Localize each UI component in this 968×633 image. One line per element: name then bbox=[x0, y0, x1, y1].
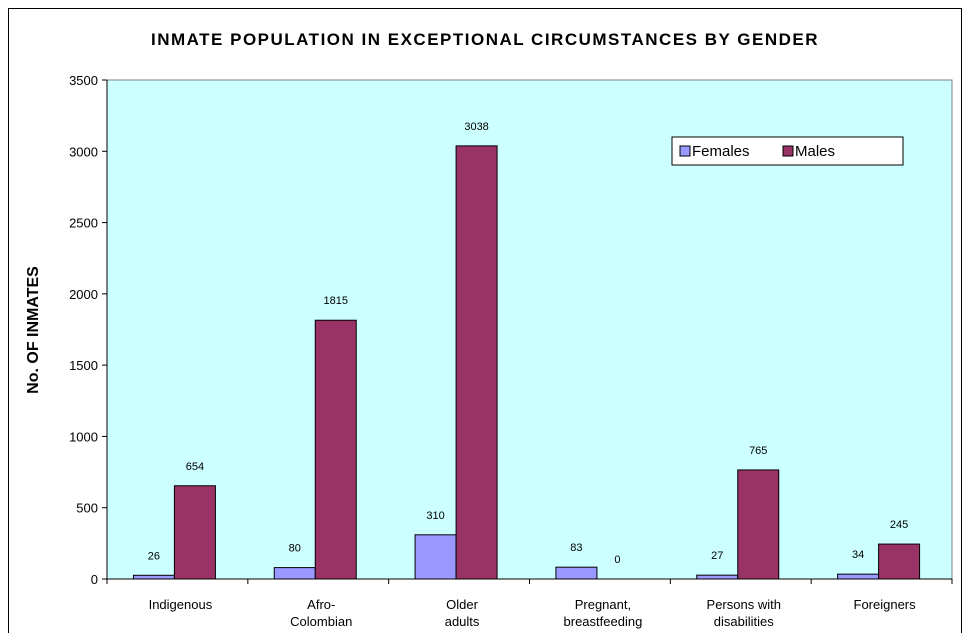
value-label: 34 bbox=[852, 549, 864, 561]
y-tick-label: 3500 bbox=[69, 73, 98, 88]
bar bbox=[273, 567, 316, 580]
value-label: 80 bbox=[289, 543, 301, 555]
y-tick-label: 3000 bbox=[69, 144, 98, 159]
y-axis-title: No. OF INMATES bbox=[25, 266, 42, 394]
bar bbox=[696, 574, 739, 580]
value-label: 83 bbox=[570, 542, 582, 554]
value-label: 310 bbox=[426, 510, 444, 522]
y-tick-label: 2000 bbox=[69, 287, 98, 302]
value-label: 245 bbox=[890, 519, 908, 531]
bar bbox=[878, 543, 921, 580]
bar bbox=[314, 319, 357, 580]
value-label: 654 bbox=[186, 461, 204, 473]
x-tick-label: Older adults bbox=[445, 597, 480, 629]
bar bbox=[737, 469, 780, 580]
bar bbox=[455, 145, 498, 580]
y-tick-label: 0 bbox=[91, 572, 98, 587]
legend-swatch bbox=[782, 145, 794, 157]
value-label: 27 bbox=[711, 550, 723, 562]
value-label: 3038 bbox=[464, 121, 488, 133]
y-tick-label: 1000 bbox=[69, 429, 98, 444]
y-tick-label: 1500 bbox=[69, 358, 98, 373]
x-tick-label: Indigenous bbox=[149, 597, 213, 612]
legend-label: Females bbox=[692, 143, 750, 160]
chart-title: INMATE POPULATION IN EXCEPTIONAL CIRCUMS… bbox=[151, 30, 819, 49]
x-tick-label: Persons with disabilities bbox=[707, 597, 781, 629]
value-label: 0 bbox=[614, 554, 620, 566]
x-tick-label: Foreigners bbox=[854, 597, 917, 612]
legend-swatch bbox=[679, 145, 691, 157]
bar bbox=[555, 566, 598, 580]
value-label: 765 bbox=[749, 445, 767, 457]
value-label: 26 bbox=[148, 550, 160, 562]
x-tick-label: Pregnant, breastfeeding bbox=[564, 597, 643, 629]
bar bbox=[414, 534, 457, 580]
y-tick-label: 2500 bbox=[69, 216, 98, 231]
legend-label: Males bbox=[795, 143, 835, 160]
y-tick-label: 500 bbox=[76, 501, 98, 516]
value-label: 1815 bbox=[324, 295, 348, 307]
x-tick-label: Afro-Colombian bbox=[290, 597, 352, 629]
bar bbox=[173, 485, 216, 580]
bar bbox=[132, 574, 175, 580]
bar bbox=[837, 573, 880, 580]
